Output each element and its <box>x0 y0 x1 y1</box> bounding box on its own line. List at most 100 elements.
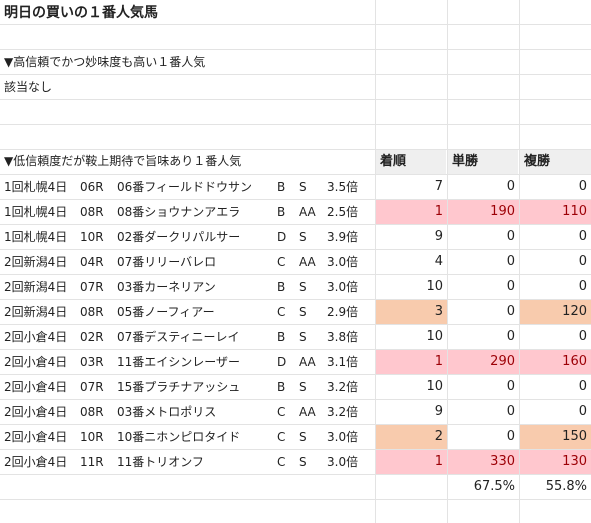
place-cell[interactable]: 130 <box>520 450 591 474</box>
meeting-cell: 2回小倉4日 <box>4 380 68 394</box>
order-cell[interactable]: 2 <box>376 425 447 449</box>
race-cell: 03R <box>80 355 104 369</box>
odds-cell: 3.8倍 <box>327 330 359 344</box>
meeting-cell: 2回小倉4日 <box>4 455 68 469</box>
grid-hline <box>0 124 591 125</box>
horse-cell: 08番ショウナンアエラ <box>117 205 241 219</box>
grade-cell: C <box>277 430 286 444</box>
horse-cell: 03番メトロポリス <box>117 405 217 419</box>
column-header-order[interactable]: 着順 <box>376 150 446 174</box>
order-cell[interactable]: 4 <box>434 254 443 269</box>
horse-cell: 05番ノーフィアー <box>117 305 215 319</box>
win-cell[interactable]: 0 <box>506 279 515 294</box>
grade-cell: C <box>277 405 286 419</box>
grade-cell: C <box>277 455 286 469</box>
order-cell[interactable]: 10 <box>426 279 443 294</box>
grid-vline <box>519 0 520 523</box>
order-cell[interactable]: 10 <box>426 379 443 394</box>
grid-hline <box>0 349 591 350</box>
race-cell: 08R <box>80 205 104 219</box>
order-cell[interactable]: 10 <box>426 329 443 344</box>
odds-cell: 3.0倍 <box>327 455 359 469</box>
win-cell[interactable]: 0 <box>506 179 515 194</box>
place-cell[interactable]: 0 <box>578 254 587 269</box>
grid-hline <box>0 99 591 100</box>
meeting-cell: 2回小倉4日 <box>4 355 68 369</box>
grade-cell: C <box>277 305 286 319</box>
rank-cell: AA <box>299 355 316 369</box>
order-cell[interactable]: 1 <box>376 200 447 224</box>
win-cell[interactable]: 0 <box>506 254 515 269</box>
place-cell[interactable]: 0 <box>578 329 587 344</box>
horse-cell: 07番リリーバレロ <box>117 255 217 269</box>
race-cell: 08R <box>80 305 104 319</box>
odds-cell: 3.2倍 <box>327 380 359 394</box>
grid-hline <box>0 499 591 500</box>
horse-cell: 06番フィールドドウサン <box>117 180 253 194</box>
place-cell[interactable]: 110 <box>520 200 591 224</box>
rank-cell: S <box>299 455 307 469</box>
grid-hline <box>0 324 591 325</box>
place-cell[interactable]: 120 <box>520 300 591 324</box>
place-cell[interactable]: 160 <box>520 350 591 374</box>
horse-cell: 07番デスティニーレイ <box>117 330 240 344</box>
race-cell: 06R <box>80 180 104 194</box>
win-cell[interactable]: 0 <box>506 329 515 344</box>
place-cell[interactable]: 0 <box>578 179 587 194</box>
order-cell[interactable]: 1 <box>376 450 447 474</box>
grid-hline <box>0 299 591 300</box>
horse-cell: 11番トリオンフ <box>117 455 204 469</box>
grid-hline <box>0 274 591 275</box>
column-header-place[interactable]: 複勝 <box>520 150 591 174</box>
horse-cell: 02番ダークリパルサー <box>117 230 241 244</box>
grid-hline <box>0 49 591 50</box>
horse-cell: 03番カーネリアン <box>117 280 216 294</box>
rank-cell: S <box>299 305 307 319</box>
win-cell[interactable]: 330 <box>448 450 519 474</box>
place-cell[interactable]: 0 <box>578 379 587 394</box>
grid-hline <box>0 399 591 400</box>
section2-heading: ▼低信頼度だが鞍上期待で旨味あり１番人気 <box>4 154 242 168</box>
place-cell[interactable]: 0 <box>578 279 587 294</box>
win-cell[interactable]: 290 <box>448 350 519 374</box>
rank-cell: S <box>299 280 307 294</box>
place-cell[interactable]: 0 <box>578 229 587 244</box>
odds-cell: 3.0倍 <box>327 280 359 294</box>
win-cell[interactable]: 0 <box>506 404 515 419</box>
grid-hline <box>0 199 591 200</box>
win-cell[interactable]: 0 <box>506 379 515 394</box>
rank-cell: S <box>299 380 307 394</box>
total-win-rate[interactable]: 67.5% <box>473 479 515 494</box>
win-cell[interactable]: 0 <box>506 304 515 319</box>
grade-cell: B <box>277 330 286 344</box>
grid-vline <box>375 0 376 523</box>
odds-cell: 3.2倍 <box>327 405 359 419</box>
odds-cell: 3.5倍 <box>327 180 359 194</box>
place-cell[interactable]: 0 <box>578 404 587 419</box>
grade-cell: B <box>277 280 286 294</box>
meeting-cell: 2回新潟4日 <box>4 305 68 319</box>
win-cell[interactable]: 0 <box>506 229 515 244</box>
order-cell[interactable]: 7 <box>434 179 443 194</box>
order-cell[interactable]: 9 <box>434 404 443 419</box>
grade-cell: D <box>277 355 287 369</box>
order-cell[interactable]: 9 <box>434 229 443 244</box>
rank-cell: AA <box>299 205 316 219</box>
win-cell[interactable]: 0 <box>506 429 515 444</box>
section1-note: 該当なし <box>4 80 53 94</box>
grid-hline <box>0 424 591 425</box>
odds-cell: 3.0倍 <box>327 430 359 444</box>
grid-vline <box>447 0 448 523</box>
race-cell: 04R <box>80 255 104 269</box>
place-cell[interactable]: 150 <box>520 425 591 449</box>
total-place-rate[interactable]: 55.8% <box>545 479 587 494</box>
rank-cell: S <box>299 330 307 344</box>
column-header-win[interactable]: 単勝 <box>448 150 518 174</box>
win-cell[interactable]: 190 <box>448 200 519 224</box>
rank-cell: AA <box>299 255 316 269</box>
order-cell[interactable]: 3 <box>376 300 447 324</box>
grid-hline <box>0 224 591 225</box>
order-cell[interactable]: 1 <box>376 350 447 374</box>
grade-cell: D <box>277 230 287 244</box>
